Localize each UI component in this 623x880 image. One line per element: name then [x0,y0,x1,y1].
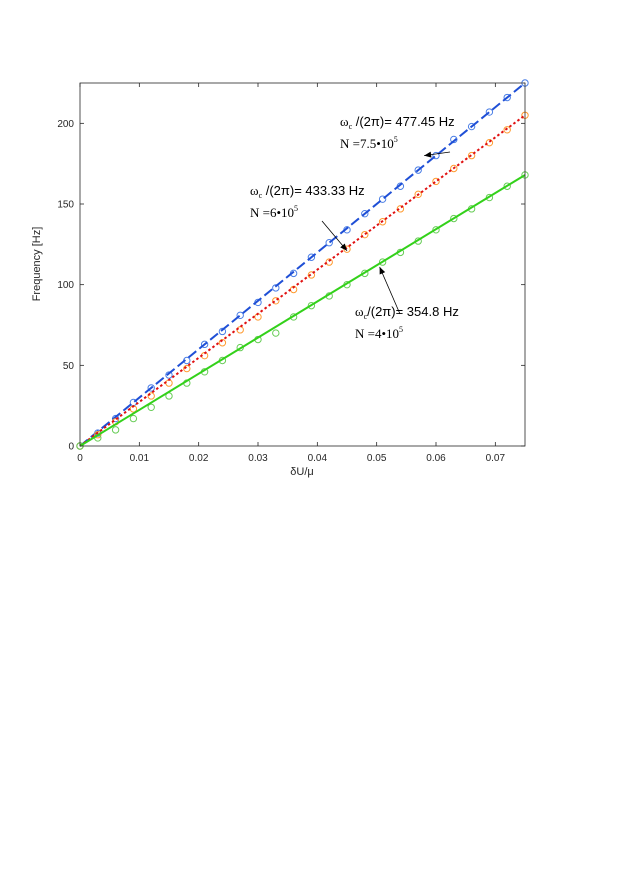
data-point [467,122,476,131]
freq-formula: /(2π)= 354.8 Hz [367,304,459,319]
arrow-head [340,243,347,251]
data-point [503,93,511,102]
data-point [94,431,102,439]
x-tick-label: 0.07 [486,453,506,464]
data-point [200,340,209,349]
freq-formula: /(2π)= 433.33 Hz [262,183,365,198]
series-group [76,79,529,450]
arrow-head [424,151,432,158]
fit-line [79,114,526,447]
n-value: N =6•10 [250,205,294,220]
x-axis-label: δU/μ [290,466,313,478]
omega-subscript: c [349,122,353,131]
n-value: N =4•10 [355,326,399,341]
omega-symbol: ω [355,304,364,319]
x-tick-label: 0.04 [308,453,328,464]
x-tick-label: 0.06 [426,453,446,464]
data-point [485,138,494,147]
annotation-freq: ωc /(2π)= 477.45 Hz [340,114,455,131]
data-point [307,253,316,261]
annotation-freq: ωc /(2π)= 433.33 Hz [250,183,365,200]
data-point [450,214,458,223]
omega-symbol: ω [340,114,349,129]
y-tick-label: 100 [57,280,74,291]
data-point [183,364,191,373]
data-point [361,209,369,218]
omega-subscript: c [364,312,368,321]
fit-line [79,82,526,447]
freq-formula: /(2π)= 477.45 Hz [352,114,455,129]
data-point [378,195,387,203]
series-0 [76,79,529,450]
data-point [147,403,155,411]
n-exponent: 5 [399,325,403,334]
n-exponent: 5 [294,204,298,213]
annotation-2: ωc/(2π)= 354.8 Hz N =4•105 [355,266,459,341]
data-point [343,245,351,253]
annotation-n: N =6•105 [250,204,298,220]
data-point [432,226,440,234]
x-tick-label: 0.01 [130,453,150,464]
data-point [503,126,511,134]
x-tick-label: 0.05 [367,453,387,464]
n-exponent: 5 [394,135,398,144]
x-ticks: 0 0.01 0.02 0.03 0.04 0.05 0.06 0.07 [77,83,506,464]
data-point [467,151,476,160]
x-tick-label: 0.02 [189,453,209,464]
data-point [147,392,155,400]
annotation-freq: ωc/(2π)= 354.8 Hz [355,304,459,321]
data-point [485,108,494,116]
y-tick-label: 50 [63,361,75,372]
data-point [272,297,280,305]
fit-line [79,174,526,447]
data-point [378,258,387,266]
data-point [236,311,244,320]
data-point [414,166,422,174]
y-tick-label: 0 [68,442,74,453]
data-point [414,190,422,199]
data-point [165,371,173,379]
data-point [147,384,155,392]
annotation-arrow [379,266,401,315]
data-point [432,177,440,186]
data-point [396,205,405,213]
data-point [325,239,333,247]
n-value: N =7.5•10 [340,136,394,151]
y-tick-label: 200 [57,119,74,130]
data-point [307,271,316,279]
data-point [307,301,316,310]
y-axis-label: Frequency [Hz] [31,227,43,302]
data-point [432,151,440,160]
arrow-head [379,266,386,275]
data-point [218,339,227,347]
plot-frame [79,82,526,447]
data-point [450,164,458,173]
annotation-1: ωc /(2π)= 433.33 Hz N =6•105 [250,183,365,252]
x-tick-label: 0 [77,453,83,464]
data-point [272,284,280,292]
omega-subscript: c [259,191,263,200]
annotation-n: N =4•105 [355,325,403,341]
data-point [503,182,511,190]
data-point [272,329,280,337]
annotation-0: ωc /(2π)= 477.45 Hz N =7.5•105 [340,114,455,158]
annotation-n: N =7.5•105 [340,135,398,151]
data-point [378,218,387,226]
data-point [361,230,369,239]
omega-symbol: ω [250,183,259,198]
y-tick-label: 150 [57,200,74,211]
data-point [218,327,227,336]
data-point [129,414,138,423]
x-tick-label: 0.03 [248,453,268,464]
data-point [111,426,120,434]
